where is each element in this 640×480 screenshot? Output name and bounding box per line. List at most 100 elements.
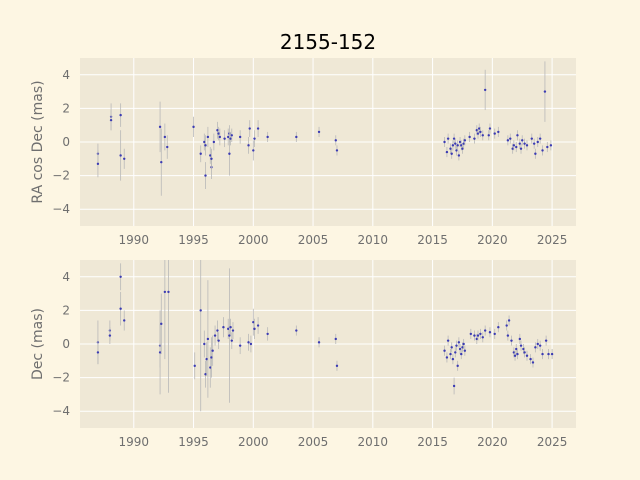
data-point <box>209 366 212 369</box>
data-point <box>160 322 163 326</box>
data-point <box>462 342 465 346</box>
data-point <box>230 339 233 342</box>
data-point <box>452 137 456 140</box>
data-point <box>475 129 478 132</box>
x-tick-label: 2010 <box>358 435 389 449</box>
x-tick-label: 1990 <box>119 233 150 247</box>
x-tick-label: 2015 <box>417 435 448 449</box>
data-point <box>253 137 256 140</box>
data-point <box>295 329 298 332</box>
data-point <box>192 125 195 129</box>
data-point <box>463 139 467 142</box>
data-point <box>481 336 484 339</box>
data-point <box>532 142 536 145</box>
data-point <box>541 352 544 356</box>
data-point <box>203 342 206 346</box>
data-point <box>158 125 162 129</box>
data-point <box>455 149 458 152</box>
data-point <box>210 157 213 160</box>
y-axis-label: Dec (mas) <box>30 308 46 380</box>
x-tick-label: 2005 <box>298 435 329 449</box>
data-point <box>449 147 452 150</box>
x-tick-label: 2020 <box>477 233 508 247</box>
data-point <box>512 351 516 354</box>
data-point <box>228 334 231 337</box>
data-point <box>516 134 519 137</box>
data-point <box>546 145 549 149</box>
data-point <box>266 332 269 336</box>
data-point <box>443 140 446 144</box>
data-point <box>521 139 524 142</box>
y-tick-label: −4 <box>52 404 70 418</box>
data-point <box>452 384 456 388</box>
data-point <box>166 145 169 149</box>
data-point <box>461 147 464 150</box>
data-point <box>483 88 487 92</box>
x-tick-label: 2000 <box>238 233 269 247</box>
data-point <box>519 147 523 150</box>
data-point <box>119 307 122 310</box>
data-point <box>317 341 321 344</box>
data-point <box>211 349 214 352</box>
data-point <box>493 332 496 336</box>
data-point <box>457 341 461 344</box>
data-point <box>483 329 487 332</box>
x-tick-label: 1995 <box>178 233 209 247</box>
data-point <box>473 137 476 140</box>
data-point <box>204 373 207 376</box>
data-point <box>227 135 230 139</box>
data-point <box>475 337 478 341</box>
data-point <box>158 351 162 354</box>
data-point <box>487 134 490 137</box>
data-point <box>458 140 462 144</box>
data-point <box>335 364 339 368</box>
y-tick-label: 4 <box>62 270 70 284</box>
data-point <box>538 344 542 347</box>
data-point <box>488 331 492 334</box>
data-point <box>479 130 482 134</box>
data-point <box>497 326 500 329</box>
data-point <box>455 344 458 347</box>
data-point <box>209 154 212 157</box>
data-point <box>334 139 337 142</box>
data-point <box>488 127 492 130</box>
data-point <box>163 135 167 139</box>
x-tick-label: 1995 <box>178 435 209 449</box>
y-tick-label: 0 <box>62 135 70 149</box>
data-point <box>515 145 518 149</box>
data-point <box>515 347 518 351</box>
data-point <box>123 319 126 322</box>
data-point <box>193 364 196 368</box>
data-point <box>96 351 100 354</box>
data-point <box>457 154 461 157</box>
data-point <box>223 137 226 140</box>
ra-panel: 1990 1995 2000 2005 2010 2015 2020 2025 −4 −2 0 2 4 R… <box>30 58 576 247</box>
data-point <box>238 135 242 139</box>
data-point <box>547 352 550 356</box>
data-point <box>460 144 463 147</box>
data-point <box>463 349 467 352</box>
data-point <box>204 144 207 147</box>
data-point <box>249 342 253 346</box>
data-point <box>199 152 202 155</box>
data-point <box>247 144 250 147</box>
data-point <box>205 357 208 361</box>
data-point <box>462 142 465 145</box>
data-point <box>247 341 250 344</box>
data-point <box>335 149 339 152</box>
y-tick-label: 4 <box>62 68 70 82</box>
data-point <box>231 329 235 332</box>
data-point <box>228 152 231 155</box>
data-point <box>458 347 462 351</box>
data-point <box>256 324 260 327</box>
data-point <box>253 327 256 331</box>
data-point <box>506 139 510 142</box>
data-point <box>446 339 450 342</box>
data-point <box>443 349 446 352</box>
y-tick-label: 2 <box>62 101 70 115</box>
dec-panel: 1990 1995 2000 2005 2010 2015 2020 2025 −4 −2 0 2 4 D… <box>30 260 576 449</box>
y-tick-label: −2 <box>52 169 70 183</box>
data-point <box>218 135 222 139</box>
data-point <box>119 275 122 278</box>
data-point <box>204 174 207 177</box>
